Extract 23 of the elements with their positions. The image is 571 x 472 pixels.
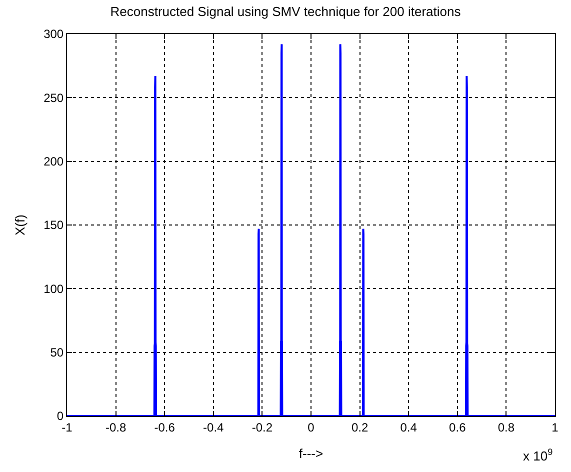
line-series: [67, 43, 555, 416]
x-tick-label: -0.2: [252, 420, 273, 434]
y-tick-label: 100: [44, 282, 64, 296]
y-tick-label: 50: [50, 346, 64, 360]
x-tick-label: 0.2: [351, 420, 368, 434]
y-axis-title: X(f): [12, 214, 28, 236]
y-tick-label: 250: [44, 90, 64, 105]
x-tick-label: 1: [552, 420, 559, 434]
chart-title: Reconstructed Signal using SMV technique for 200 iterations: [110, 4, 462, 20]
x-tick-label: -0.4: [203, 420, 224, 434]
x-tick-label: 0.8: [498, 420, 515, 434]
y-tick-label: 0: [56, 409, 64, 424]
x-tick-label: 0.6: [449, 420, 466, 434]
x-tick-label: -0.6: [154, 420, 176, 434]
x-tick-label: -1: [62, 420, 73, 434]
x-axis-title: f--->: [298, 446, 324, 461]
x-tick-label: 0: [308, 420, 315, 434]
x-tick-label: 0.4: [400, 420, 418, 434]
y-tick-label: 150: [44, 218, 64, 232]
y-tick-label: 200: [44, 154, 64, 169]
x-tick-label: -0.8: [105, 420, 126, 434]
text: x 10$^{9}$: [523, 447, 553, 464]
y-tick-label: 300: [44, 27, 64, 42]
